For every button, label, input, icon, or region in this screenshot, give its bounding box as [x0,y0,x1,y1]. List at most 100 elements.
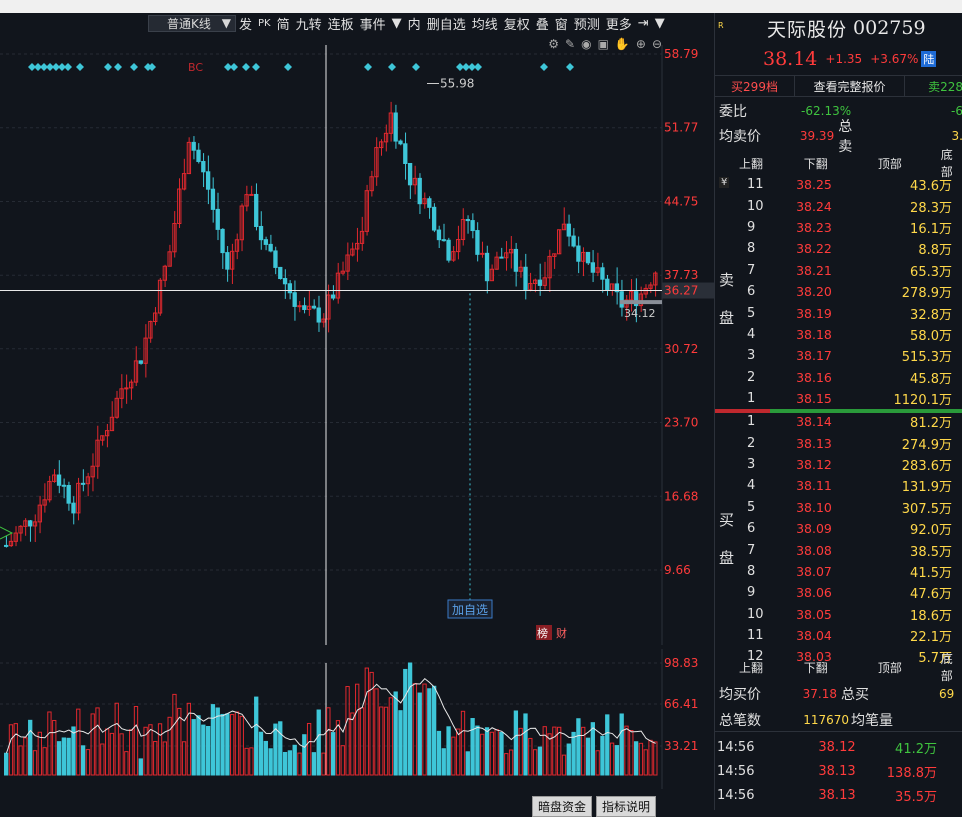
candlestick-chart[interactable]: 58.79 51.77 44.75 37.73 30.72 23.70 16.68 9.66 B… [0,45,714,645]
trash-icon[interactable]: ▣ [597,37,609,51]
level-volume: 515.3万 [901,350,952,366]
tab-dark-pool-funds[interactable]: 暗盘资金 [532,796,593,817]
zoom-in-icon[interactable]: ⊕ [635,37,646,51]
candle-body [254,193,259,227]
orderbook-row[interactable]: 3 38.12 283.6万 [715,454,962,475]
volume-bar [456,728,461,776]
volume-bar [566,743,571,776]
settings-icon[interactable]: ⚙ [548,37,560,51]
volume-bar [542,726,547,776]
top-button-2[interactable]: 顶部 [877,660,902,675]
orderbook-row[interactable]: 7 38.21 65.3万 [715,260,962,281]
orderbook-row[interactable]: 12 38.03 5.7万 [715,646,962,667]
toolbar-item-jian[interactable]: 简 [276,17,290,33]
page-up-button-2[interactable]: 上翻 [739,660,764,675]
volume-bar [335,720,341,776]
candle-body [470,220,475,232]
tick-volume: 41.2万 [895,741,937,757]
orderbook-row[interactable]: 5 38.19 32.8万 [715,302,962,323]
orderbook-row[interactable]: 5 38.10 307.5万 [715,497,962,518]
toolbar-item-overlay[interactable]: 叠 [535,17,549,33]
bottom-button[interactable]: 底部 [940,148,953,179]
candle-body [124,387,129,390]
orderbook-row[interactable]: 9 38.23 16.1万 [715,217,962,238]
signal-diamond-icon [230,63,238,71]
candle-body [614,283,620,293]
orderbook-row[interactable]: 2 38.16 45.8万 [715,367,962,388]
orderbook-row[interactable]: 1 38.14 81.2万 [715,411,962,432]
volume-bar [590,722,595,776]
candle-body [100,435,105,441]
orderbook-row[interactable]: 6 38.20 278.9万 [715,281,962,302]
yen-icon: ¥ [719,177,730,188]
candle-body [42,499,47,506]
orderbook-row[interactable]: 1 38.15 1120.1万 [715,388,962,409]
orderbook-row[interactable]: 3 38.17 515.3万 [715,345,962,366]
volume-bar [403,668,408,776]
page-up-button[interactable]: 上翻 [739,156,764,171]
orderbook-row[interactable]: 11 38.25 43.6万 [715,174,962,195]
toolbar-item-more[interactable]: 更多 [605,17,632,33]
toolbar-item-delete-watch[interactable]: 删自选 [426,17,466,33]
hand-icon[interactable]: ✋ [614,37,630,51]
volume-bar [480,733,485,776]
zoom-out-icon[interactable]: ⊖ [651,37,662,51]
full-quote-button[interactable]: 查看完整报价 [795,76,905,96]
candle-body [335,272,341,299]
volume-bar [398,710,403,776]
toolbar-item-fuquan[interactable]: 复权 [503,17,530,33]
candle-body [311,305,317,309]
level-volume: 131.9万 [901,480,952,496]
top-button[interactable]: 顶部 [877,156,902,171]
signal-diamond-icon [46,63,54,71]
volume-bar [297,752,302,776]
toolbar-item-nei[interactable]: 内 [407,17,421,33]
toolbar-item-fa[interactable]: 发 [239,17,253,33]
candle-body [431,206,437,231]
orderbook-row[interactable]: 2 38.13 274.9万 [715,432,962,453]
add-watch-button[interactable] [447,599,493,619]
toolbar-item-shijian[interactable]: 事件 [359,17,386,33]
toolbar-item-pk[interactable]: PK [258,17,271,29]
expand-panel-icon[interactable]: ⇥ [637,15,649,31]
period-select[interactable]: 普通K线 ▼ [148,14,236,32]
orderbook-row[interactable]: 8 38.22 8.8万 [715,238,962,259]
volume-bar [287,750,293,776]
candle-body [234,239,240,252]
high-label: 55.98 [440,77,474,91]
toolbar-item-predict[interactable]: 预测 [573,17,600,33]
volume-bar [129,729,134,776]
orderbook-row[interactable]: 4 38.18 58.0万 [715,324,962,345]
toolbar-item-jiuzhuan[interactable]: 九转 [295,17,322,33]
orderbook-row[interactable]: 10 38.05 18.6万 [715,604,962,625]
bottom-button-2[interactable]: 底部 [940,652,953,683]
volume-bar [104,728,110,776]
volume-bar [186,702,192,776]
weibi-row: 委比 -62.13% -6 [715,100,962,121]
orderbook-row[interactable]: 6 38.09 92.0万 [715,518,962,539]
menu-arrow-icon[interactable]: ▼ [654,15,665,31]
page-down-button[interactable]: 下翻 [803,156,828,171]
toolbar-item-ma[interactable]: 均线 [471,17,498,33]
volume-chart[interactable]: 98.83 66.41 33.21 [0,649,714,789]
orderbook-row[interactable]: 9 38.06 47.6万 [715,582,962,603]
level-price: 38.17 [796,348,832,364]
volume-bar [638,742,644,776]
orderbook-row[interactable]: 10 38.24 28.3万 [715,195,962,216]
dropdown-arrow-icon[interactable]: ▼ [391,15,402,31]
orderbook-row[interactable]: 4 38.11 131.9万 [715,475,962,496]
pen-icon[interactable]: ✎ [565,37,576,51]
orderbook-row[interactable]: 7 38.08 38.5万 [715,539,962,560]
buy-levels-button[interactable]: 买299档 [715,76,795,96]
tab-indicator-help[interactable]: 指标说明 [596,796,657,817]
level-price: 38.16 [796,369,832,385]
toolbar-item-window[interactable]: 窗 [554,17,568,33]
orderbook-row[interactable]: 8 38.07 41.5万 [715,561,962,582]
page-down-button-2[interactable]: 下翻 [803,660,828,675]
candle-body [355,242,360,250]
candle-body [441,239,446,242]
eye-icon[interactable]: ◉ [581,37,592,51]
toolbar-item-lianban[interactable]: 连板 [327,17,354,33]
orderbook-row[interactable]: 11 38.04 22.1万 [715,625,962,646]
sell-levels-button[interactable]: 卖228 [928,79,962,94]
